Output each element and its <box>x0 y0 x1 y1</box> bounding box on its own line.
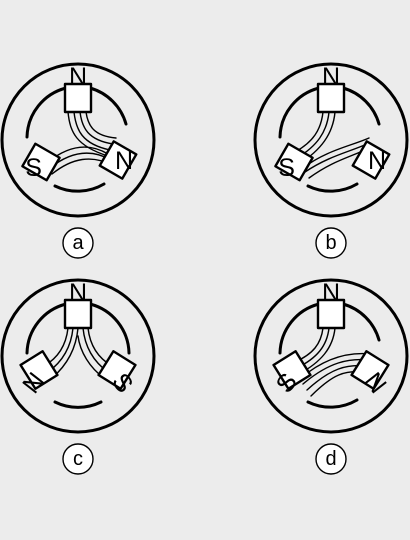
caption-c-label: c <box>73 448 83 470</box>
caption-a: a <box>62 227 94 259</box>
outer-ring <box>253 278 409 434</box>
pole-left: S <box>21 142 61 182</box>
pole-top-label: N <box>69 279 87 307</box>
caption-c: c <box>62 443 94 475</box>
caption-b-label: b <box>325 232 336 254</box>
pole-top: N <box>63 63 93 114</box>
inner-arc-bottom <box>53 400 103 409</box>
pole-left-label: S <box>278 154 295 182</box>
caption-a-label: a <box>72 232 84 254</box>
pole-top-label: N <box>322 63 340 91</box>
inner-arc-upper-right <box>341 302 381 342</box>
diagram-b: N S N b <box>253 62 409 259</box>
pole-top: N <box>63 279 93 330</box>
outer-ring <box>253 62 409 218</box>
diagram-c: N N S c <box>0 278 156 475</box>
pole-right: N <box>351 140 391 180</box>
diagram-a: N S N a <box>0 62 156 259</box>
pole-top: N <box>316 279 346 330</box>
pole-top-label: N <box>69 63 87 91</box>
pole-top: N <box>316 63 346 114</box>
pole-top-label: N <box>322 279 340 307</box>
inner-arc-bottom <box>306 182 359 193</box>
caption-b: b <box>315 227 347 259</box>
inner-arc-upper-left <box>25 86 68 139</box>
pole-right-label: N <box>115 147 133 175</box>
inner-arc-upper-right <box>88 86 128 126</box>
inner-arc-upper-right <box>341 86 381 126</box>
inner-arc-upper-left <box>25 302 68 355</box>
inner-arc-bottom <box>306 398 359 409</box>
inner-arc-upper-left <box>278 86 321 139</box>
caption-d-label: d <box>325 448 336 470</box>
caption-d: d <box>315 443 347 475</box>
inner-arc-upper-left <box>278 302 321 355</box>
inner-arc-upper-right <box>88 302 131 355</box>
pole-left-label: S <box>25 154 42 182</box>
inner-arc-bottom <box>53 182 106 193</box>
pole-left: S <box>274 142 314 182</box>
outer-ring <box>0 278 156 434</box>
pole-right: N <box>98 140 138 180</box>
outer-ring <box>0 62 156 218</box>
pole-right-label: N <box>368 147 386 175</box>
